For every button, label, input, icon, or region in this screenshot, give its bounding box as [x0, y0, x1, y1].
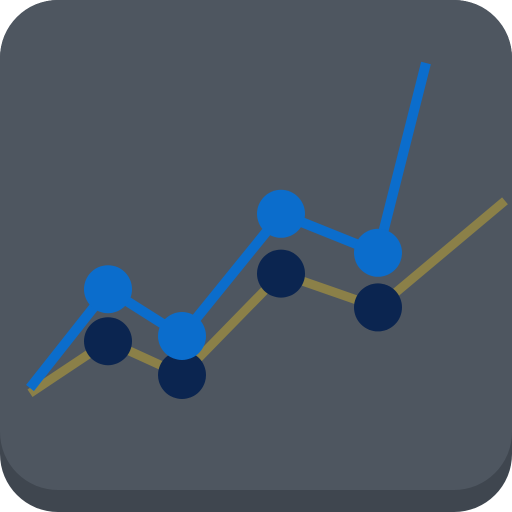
series-b-group — [27, 197, 508, 399]
series-a-point-1 — [84, 265, 132, 314]
series-b-point-1 — [84, 317, 132, 366]
series-a-point-4 — [354, 228, 402, 277]
series-a-point-2 — [158, 312, 206, 360]
series-b-point-3 — [257, 249, 305, 298]
series-b-point-2 — [158, 351, 206, 399]
series-a-point-3 — [257, 189, 305, 238]
series-b-point-4 — [354, 283, 402, 332]
series-a-group — [26, 61, 431, 392]
